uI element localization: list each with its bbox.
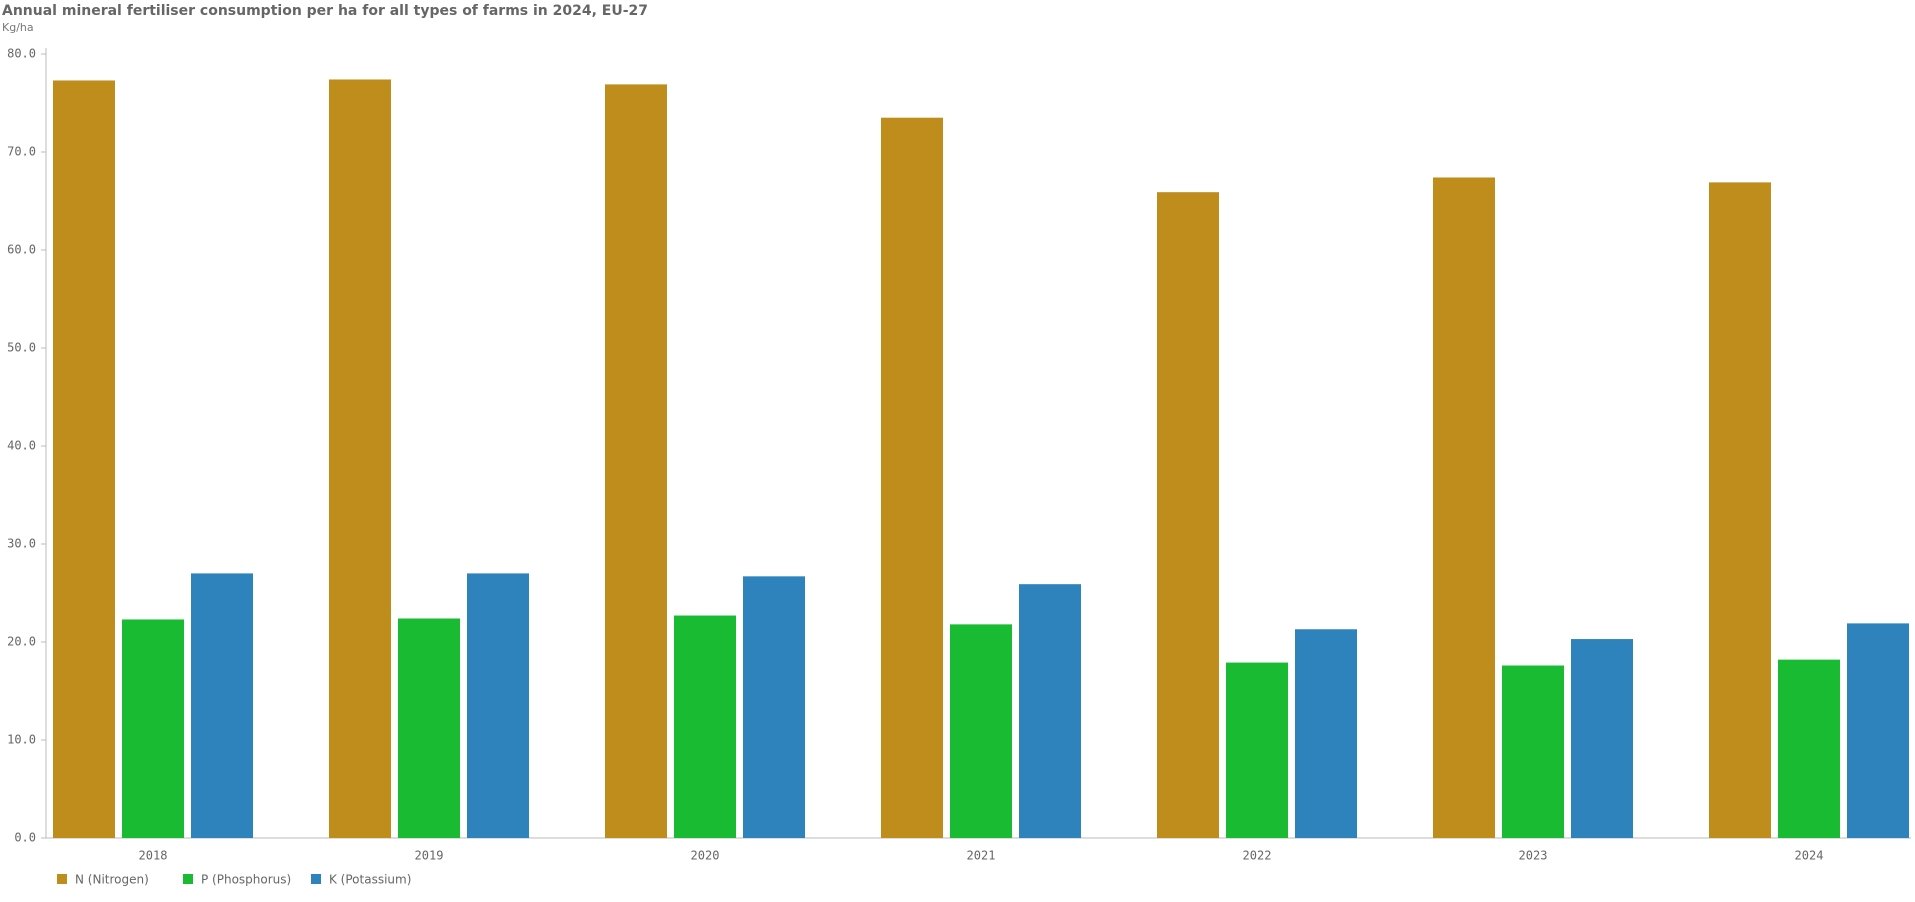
bar [1433,177,1495,839]
y-tick-label: 50.0 [7,341,36,355]
bar [1226,662,1288,838]
x-tick-label: 2022 [1243,849,1272,863]
bar [1295,629,1357,838]
bar [674,615,736,838]
x-tick-label: 2019 [415,849,444,863]
chart-title: Annual mineral fertiliser consumption pe… [2,3,648,19]
x-tick-label: 2023 [1519,849,1548,863]
bar [1019,584,1081,838]
legend-swatch [183,874,193,884]
y-tick-label: 40.0 [7,439,36,453]
y-tick-label: 80.0 [7,47,36,61]
x-tick-label: 2024 [1795,849,1824,863]
y-tick-label: 30.0 [7,537,36,551]
bar [605,84,667,838]
y-tick-label: 20.0 [7,635,36,649]
bar [398,618,460,838]
y-tick-label: 70.0 [7,145,36,159]
legend-label: K (Potassium) [329,873,411,887]
bar [191,573,253,838]
legend-swatch [311,874,321,884]
bar [950,624,1012,838]
bar [881,117,943,838]
bar [329,79,391,839]
bar [1157,192,1219,838]
legend-swatch [57,874,67,884]
x-tick-label: 2018 [139,849,168,863]
bar [743,576,805,838]
bar [1709,182,1771,838]
bar [122,619,184,838]
bar [1847,623,1909,838]
y-tick-label: 0.0 [14,831,36,845]
y-tick-label: 10.0 [7,733,36,747]
chart-subtitle: Kg/ha [2,21,34,34]
bar [53,80,115,838]
bar [1778,659,1840,838]
bar [467,573,529,838]
legend-label: P (Phosphorus) [201,873,291,887]
x-tick-label: 2021 [967,849,996,863]
bar [1571,639,1633,838]
x-tick-label: 2020 [691,849,720,863]
bar [1502,665,1564,838]
legend-label: N (Nitrogen) [75,873,149,887]
y-tick-label: 60.0 [7,243,36,257]
